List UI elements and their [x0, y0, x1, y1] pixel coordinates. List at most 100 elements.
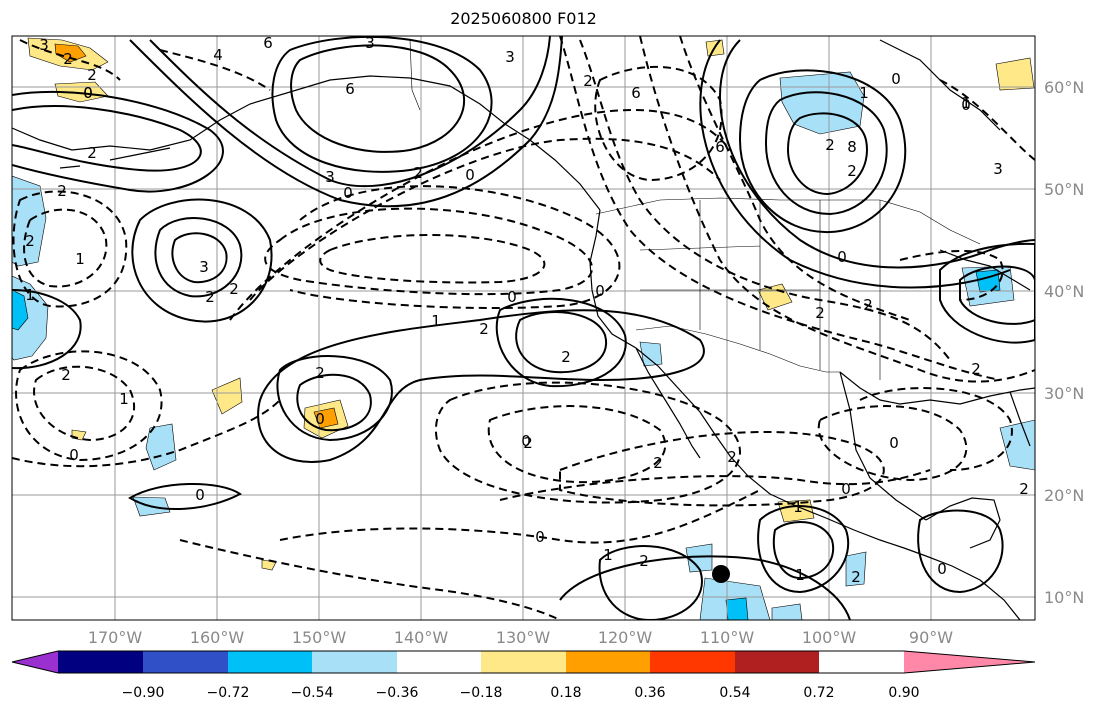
negative-contour	[859, 387, 1013, 471]
contour-label: 0	[837, 248, 847, 266]
contour-label: 2	[727, 448, 737, 466]
lat-label: 60°N	[1044, 78, 1084, 97]
colorbar-tick-labels: −0.90 −0.72 −0.54 −0.36 −0.18 0.18 0.36 …	[122, 685, 920, 701]
colorbar-tick-label: 0.18	[550, 685, 581, 701]
negative-contour	[229, 109, 731, 321]
negative-anomaly-patch	[639, 341, 663, 367]
contour-label: 3	[39, 36, 49, 54]
negative-contour	[159, 49, 271, 91]
positive-contour	[171, 232, 228, 284]
latitude-labels: 60°N 50°N 40°N 30°N 20°N 10°N	[1044, 78, 1084, 607]
contour-label: 3	[199, 258, 209, 276]
mexico-east-coast	[839, 371, 927, 521]
negative-contour	[12, 399, 281, 468]
colorbar-segment	[58, 651, 143, 673]
state-borders	[639, 200, 881, 380]
contour-label: 8	[847, 138, 857, 156]
positive-contour	[959, 265, 1035, 325]
contour-label: 2	[61, 366, 71, 384]
negative-anomaly-patch	[685, 543, 713, 573]
contour-label: 2	[561, 348, 571, 366]
contour-label: 2	[863, 296, 873, 314]
negative-contour	[817, 405, 968, 482]
negative-contour	[499, 469, 931, 501]
political-borders	[409, 39, 981, 380]
negative-anomaly-patch	[12, 289, 29, 331]
contour-label: 1	[859, 84, 869, 102]
colorbar-segment	[228, 651, 312, 673]
map-title: 2025060800 F012	[450, 9, 597, 28]
yucatan-coast	[925, 497, 1001, 549]
positive-contour	[149, 36, 551, 188]
positive-contour	[290, 44, 466, 153]
contour-label: 3	[505, 48, 515, 66]
us-canada-border	[595, 197, 981, 245]
lat-label: 20°N	[1044, 486, 1084, 505]
negative-contour	[12, 190, 128, 308]
colorbar-segment	[397, 651, 481, 673]
contour-label: 2	[639, 552, 649, 570]
contour-label: 0	[195, 486, 205, 504]
contour-label: 1	[75, 250, 85, 268]
contour-label: 4	[213, 46, 223, 64]
contour-label: 2	[653, 454, 663, 472]
contour-label: 2	[63, 50, 73, 68]
negative-contour	[434, 381, 741, 504]
colorbar-tick-label: 0.36	[634, 685, 665, 701]
florida-coast	[1009, 391, 1031, 447]
colorbar-outline	[11, 650, 1036, 674]
contour-label: 2	[523, 434, 533, 452]
negative-contour	[319, 234, 546, 284]
negative-contour	[559, 430, 885, 507]
negative-contour	[579, 39, 951, 361]
negative-contour	[939, 79, 1035, 161]
contour-label: 2	[315, 364, 325, 382]
lon-label: 90°W	[909, 628, 953, 647]
colorbar	[11, 650, 1036, 674]
graticule	[12, 36, 1035, 620]
positive-contour	[738, 69, 907, 234]
lon-label: 160°W	[190, 628, 245, 647]
contour-label: 0	[961, 96, 971, 114]
positive-contour	[786, 112, 868, 196]
positive-contour	[128, 482, 242, 510]
contour-label: 2	[825, 136, 835, 154]
contour-label: 2	[851, 568, 861, 586]
hudson-bay	[879, 39, 1001, 131]
contour-label: 2	[87, 144, 97, 162]
contour-label: 0	[937, 560, 947, 578]
contour-label: 2	[229, 280, 239, 298]
contour-label: 1	[793, 498, 803, 516]
colorbar-tick-label: −0.36	[376, 685, 419, 701]
north-america-west-coast	[589, 209, 1021, 620]
negative-contour	[249, 137, 721, 301]
contour-label: 1	[431, 312, 441, 330]
positive-anomaly-patch	[313, 407, 339, 429]
contour-label: 2	[87, 66, 97, 84]
positive-anomaly-patch	[211, 377, 243, 415]
negative-contour	[179, 539, 561, 620]
lon-label: 110°W	[700, 628, 755, 647]
contour-label: 0	[343, 184, 353, 202]
positive-contour	[757, 505, 850, 594]
positive-contour	[559, 555, 851, 620]
positive-contour	[131, 198, 273, 323]
contour-label: 1	[961, 94, 971, 112]
positive-anomaly-patch	[995, 57, 1035, 91]
negative-contour	[559, 36, 1001, 381]
positive-contour	[598, 545, 703, 620]
contour-label: 1	[119, 390, 129, 408]
positive-contour	[296, 373, 372, 432]
baja-california	[635, 347, 701, 459]
contour-label: 2	[57, 182, 67, 200]
contour-lines-dashed	[12, 36, 1035, 620]
negative-contour	[679, 36, 911, 321]
negative-anomaly-patch	[771, 603, 803, 620]
colorbar-extend-min	[12, 651, 58, 673]
negative-anomaly-patch	[725, 597, 749, 620]
contour-label: 2	[583, 72, 593, 90]
contour-label: 0	[315, 410, 325, 428]
negative-anomaly-patch	[975, 269, 1001, 293]
positive-contour	[917, 509, 1004, 594]
contour-label: 2	[479, 320, 489, 338]
